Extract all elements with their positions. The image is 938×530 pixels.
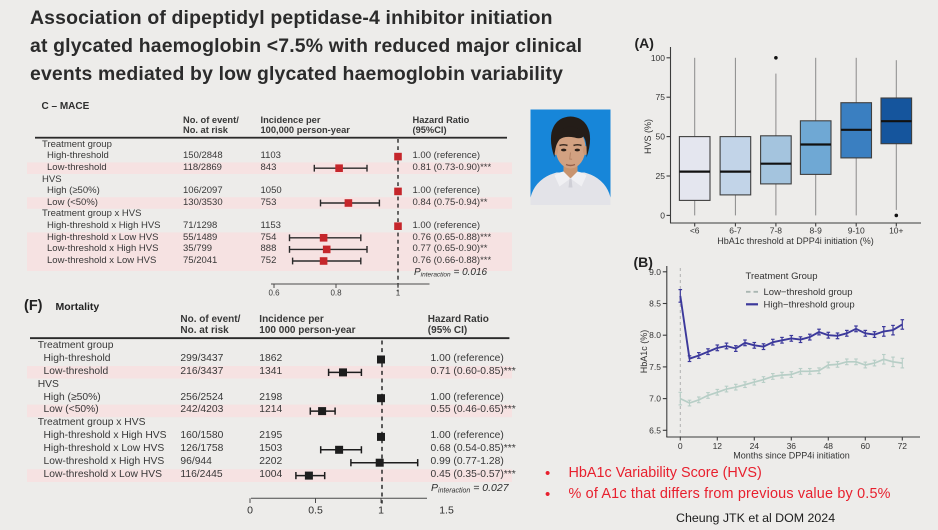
svg-text:50: 50: [656, 132, 666, 142]
svg-text:9.0: 9.0: [649, 267, 661, 277]
svg-text:0: 0: [678, 441, 683, 451]
svg-text:HbA1c threshold at DPP4i initi: HbA1c threshold at DPP4i initiation (%): [717, 236, 874, 246]
svg-text:6.5: 6.5: [649, 425, 661, 435]
svg-text:HbA1c (%): HbA1c (%): [639, 330, 649, 374]
svg-text:HVS (%): HVS (%): [643, 119, 653, 154]
svg-text:10+: 10+: [889, 226, 903, 236]
svg-text:7.5: 7.5: [649, 362, 661, 372]
svg-text:7-8: 7-8: [770, 226, 783, 236]
svg-text:0: 0: [660, 210, 665, 220]
svg-text:48: 48: [824, 441, 834, 451]
svg-text:1: 1: [378, 505, 384, 517]
svg-text:<6: <6: [690, 226, 700, 236]
svg-text:1: 1: [396, 289, 401, 298]
svg-text:8.0: 8.0: [649, 330, 661, 340]
svg-text:Treatment Group: Treatment Group: [746, 271, 818, 282]
svg-text:25: 25: [656, 171, 666, 181]
svg-text:9-10: 9-10: [848, 226, 865, 236]
svg-text:0.5: 0.5: [308, 505, 323, 517]
svg-text:Months since DPP4i initiation: Months since DPP4i initiation: [733, 451, 850, 461]
svg-text:8.5: 8.5: [649, 299, 661, 309]
svg-text:36: 36: [787, 441, 797, 451]
svg-text:100: 100: [651, 53, 665, 63]
svg-text:12: 12: [713, 441, 723, 451]
svg-text:7.0: 7.0: [649, 394, 661, 404]
svg-text:6-7: 6-7: [729, 226, 742, 236]
svg-text:8-9: 8-9: [810, 226, 823, 236]
svg-text:1.5: 1.5: [439, 505, 454, 517]
svg-text:0: 0: [247, 505, 253, 517]
svg-text:60: 60: [861, 441, 871, 451]
svg-text:75: 75: [656, 92, 666, 102]
svg-text:Low−threshold group: Low−threshold group: [764, 287, 853, 298]
svg-text:0.8: 0.8: [330, 289, 342, 298]
svg-text:0.6: 0.6: [268, 289, 280, 298]
svg-text:High−threshold group: High−threshold group: [764, 300, 855, 311]
svg-text:24: 24: [750, 441, 760, 451]
svg-text:72: 72: [898, 441, 908, 451]
